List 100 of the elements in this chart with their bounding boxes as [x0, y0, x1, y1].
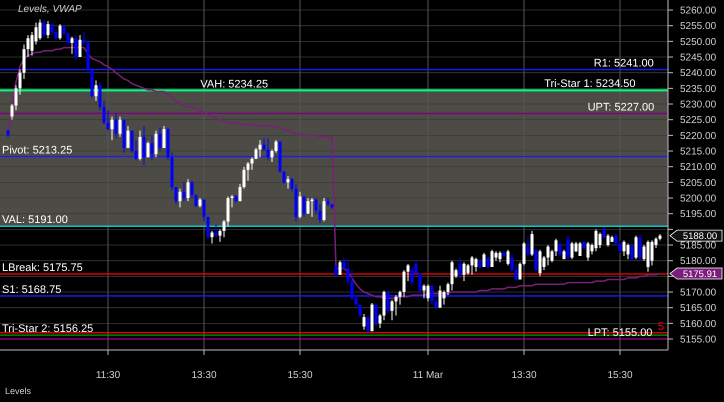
- candlestick: [378, 313, 382, 329]
- candlestick: [482, 252, 486, 268]
- candlestick: [70, 36, 74, 54]
- candlestick: [342, 257, 346, 271]
- candlestick: [274, 140, 278, 154]
- candlestick: [362, 313, 366, 330]
- y-tick-label: 5245.00: [680, 52, 717, 64]
- candlestick: [154, 130, 158, 158]
- candlestick: [458, 257, 462, 278]
- candlestick: [358, 304, 362, 318]
- ref-line-label: VAH: 5234.25: [200, 78, 268, 91]
- candlestick: [518, 262, 522, 280]
- candlestick: [98, 82, 102, 111]
- y-tick-label: 5255.00: [680, 21, 717, 32]
- candlestick: [66, 31, 70, 45]
- ref-line-label: R1: 5241.00: [594, 58, 654, 70]
- candlestick: [178, 188, 182, 208]
- ref-line-label: LBreak: 5175.75: [2, 262, 83, 274]
- candlestick: [138, 130, 142, 161]
- candlestick: [558, 242, 562, 256]
- candlestick: [162, 125, 166, 148]
- candlestick: [106, 110, 110, 132]
- candlestick: [202, 199, 206, 222]
- y-tick-label: 5165.00: [680, 303, 717, 314]
- candlestick: [490, 249, 494, 268]
- candlestick: [410, 266, 414, 286]
- x-tick-label: 11 Mar: [412, 370, 444, 381]
- candlestick: [74, 34, 78, 61]
- candlestick: [54, 28, 58, 40]
- candlestick: [386, 290, 390, 314]
- candlestick: [94, 80, 98, 102]
- candlestick: [266, 138, 270, 161]
- candlestick: [402, 270, 406, 298]
- candlestick: [470, 256, 474, 276]
- candlestick: [606, 234, 610, 248]
- candlestick: [566, 235, 570, 260]
- y-tick-label: 5210.00: [680, 162, 717, 174]
- ref-line-label: Tri-Star 1: 5234.50: [544, 78, 636, 90]
- candlestick: [350, 270, 354, 300]
- y-tick-label: 5220.00: [680, 130, 717, 142]
- candlestick: [50, 22, 54, 36]
- candlestick: [134, 140, 138, 161]
- candlestick: [230, 194, 234, 208]
- price-tag: 5175.91: [669, 268, 722, 280]
- candlestick: [190, 180, 194, 199]
- candlestick: [390, 299, 394, 321]
- candlestick: [578, 241, 582, 256]
- candlestick: [282, 170, 286, 184]
- candlestick: [318, 204, 322, 224]
- candlestick: [58, 24, 62, 40]
- y-tick-label: 5235.00: [680, 84, 717, 95]
- candlestick: [498, 250, 502, 263]
- candlestick: [46, 20, 50, 39]
- candlestick: [226, 196, 230, 227]
- candlestick: [306, 198, 310, 214]
- y-tick-label: 5195.00: [680, 209, 717, 220]
- candlestick: [650, 240, 654, 266]
- candlestick: [182, 182, 186, 202]
- candlestick: [554, 238, 558, 256]
- candlestick: [150, 134, 154, 161]
- candlestick: [602, 226, 606, 240]
- candlestick: [338, 260, 342, 276]
- candlestick: [618, 240, 622, 254]
- candlestick: [634, 235, 638, 260]
- y-tick-label: 5155.00: [680, 334, 717, 346]
- candlestick: [82, 31, 86, 45]
- candlestick: [118, 116, 122, 138]
- candlestick: [322, 198, 326, 222]
- candlestick: [582, 240, 586, 250]
- candlestick: [254, 147, 258, 160]
- y-tick-label: 5230.00: [680, 100, 717, 111]
- candlestick: [158, 127, 162, 152]
- candlestick: [394, 294, 398, 316]
- candlestick: [534, 249, 538, 272]
- candlestick: [258, 140, 262, 158]
- candlestick: [186, 178, 190, 202]
- candlestick: [314, 198, 318, 214]
- candlestick: [290, 177, 294, 192]
- candlestick: [446, 282, 450, 296]
- candlestick: [42, 20, 46, 38]
- candlestick: [218, 228, 222, 242]
- candlestick: [382, 290, 386, 321]
- candlestick: [198, 198, 202, 208]
- ref-line-label: S1: 5168.75: [2, 284, 62, 296]
- candlestick: [438, 285, 442, 308]
- candlestick: [174, 186, 178, 205]
- y-tick-label: 5185.00: [680, 240, 717, 252]
- candlestick: [374, 304, 378, 327]
- candlestick: [298, 191, 302, 219]
- candlestick: [102, 100, 106, 125]
- candlestick: [442, 290, 446, 306]
- candlestick: [142, 125, 146, 166]
- candlestick: [406, 263, 410, 282]
- candlestick: [10, 104, 14, 120]
- candlestick: [38, 18, 42, 40]
- candlestick: [30, 31, 34, 56]
- candlestick: [638, 235, 642, 262]
- candlestick: [222, 219, 226, 238]
- ref-line-label: UPT: 5227.00: [588, 101, 654, 114]
- y-tick-label: 5170.00: [680, 288, 717, 299]
